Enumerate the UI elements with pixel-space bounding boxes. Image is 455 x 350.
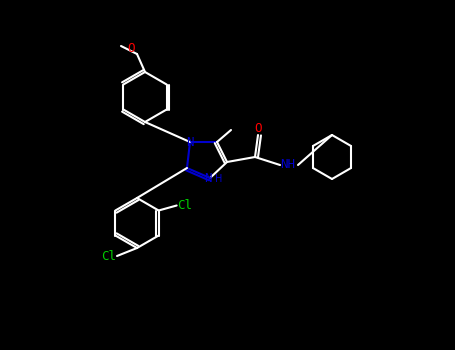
- Text: N: N: [204, 173, 212, 186]
- Text: N: N: [186, 135, 194, 148]
- Text: O: O: [127, 42, 135, 56]
- Text: Cl: Cl: [177, 199, 192, 212]
- Text: H: H: [215, 174, 222, 184]
- Text: O: O: [254, 122, 262, 135]
- Text: NH: NH: [280, 159, 295, 172]
- Text: Cl: Cl: [101, 250, 116, 262]
